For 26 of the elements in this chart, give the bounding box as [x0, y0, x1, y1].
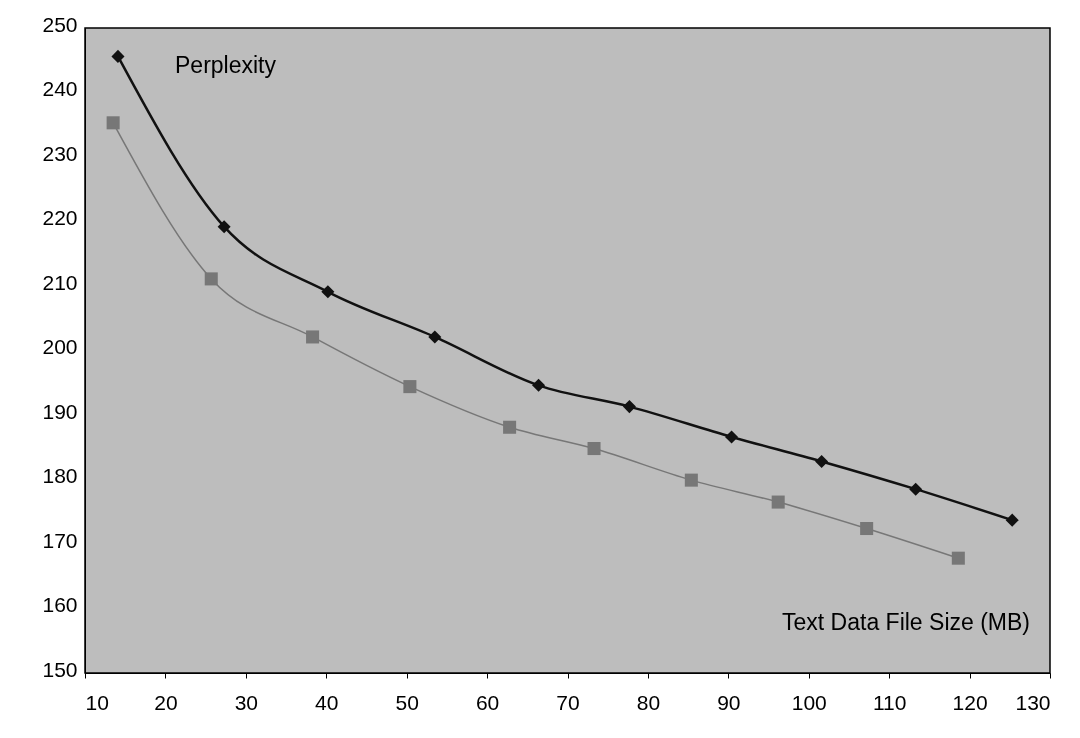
x-tick-label: 10: [85, 690, 109, 714]
y-tick-label: 190: [42, 399, 78, 423]
x-tick-label: 20: [154, 690, 178, 714]
y-tick-label: 220: [42, 206, 78, 229]
y-tick-label: 150: [42, 657, 78, 681]
x-tick-label: 130: [1015, 690, 1051, 714]
x-tick-label: 100: [791, 690, 827, 714]
x-tick-label: 70: [556, 690, 580, 714]
y-tick-label: 230: [42, 141, 78, 165]
y-tick-label: 240: [42, 77, 78, 100]
y-tick-label: 200: [42, 335, 78, 358]
y-tick-label: 250: [42, 12, 78, 36]
y-axis-title: Perplexity: [175, 52, 277, 78]
y-tick-label: 180: [42, 464, 78, 487]
y-tick-label: 210: [42, 270, 78, 294]
x-tick-label: 120: [952, 690, 988, 714]
x-tick-label: 110: [872, 690, 907, 714]
x-tick-label: 30: [234, 690, 259, 714]
x-tick-label: 40: [315, 690, 339, 714]
y-tick-label: 160: [42, 593, 78, 616]
x-tick-label: 60: [475, 690, 500, 714]
x-axis-title: Text Data File Size (MB): [782, 609, 1030, 635]
y-tick-label: 170: [42, 528, 78, 552]
x-tick-label: 80: [636, 690, 661, 714]
x-tick-label: 90: [717, 690, 741, 714]
x-tick-label: 50: [395, 690, 419, 714]
